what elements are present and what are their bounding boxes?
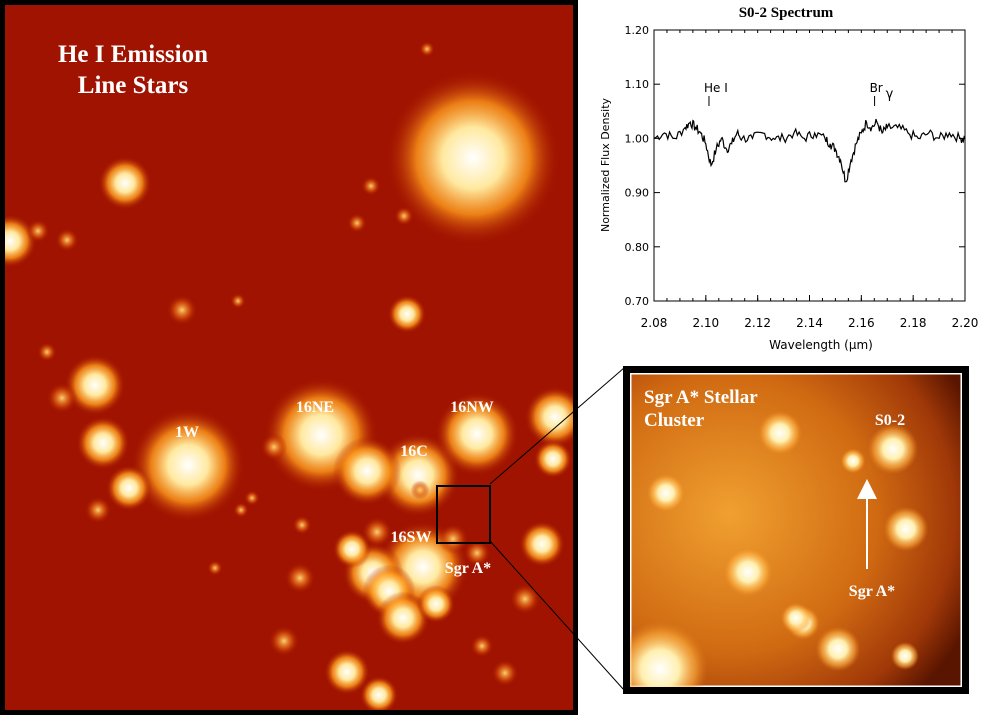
x-tick-label: 2.12 <box>744 316 771 330</box>
x-tick-label: 2.08 <box>641 316 668 330</box>
y-tick-label: 1.00 <box>625 132 650 145</box>
label-inset-sgr-a: Sgr A* <box>849 583 895 600</box>
main-title-line1: He I Emission <box>58 41 208 68</box>
x-tick-label: 2.14 <box>796 316 823 330</box>
annotation-label: He I <box>704 81 728 95</box>
x-tick-label: 2.16 <box>848 316 875 330</box>
y-tick-label: 1.20 <box>625 24 650 37</box>
x-axis-label: Wavelength (μm) <box>769 338 873 352</box>
inset-title-line2: Cluster <box>644 410 705 431</box>
annotation-subscript: γ <box>886 87 894 102</box>
he-emission-field-image: He I Emission Line Stars 1W 16NE 16NW 16… <box>5 5 573 710</box>
label-sgr-a: Sgr A* <box>445 560 491 577</box>
x-tick-label: 2.18 <box>900 316 927 330</box>
y-axis: 0.70 0.80 0.90 1.00 1.10 1.20 <box>625 24 966 308</box>
x-axis: 2.08 2.10 2.12 2.14 2.16 2.18 2.20 <box>641 30 979 330</box>
spectrum-series-line <box>654 119 965 182</box>
label-16c: 16C <box>400 443 428 460</box>
line-annotations: He I Br γ <box>704 81 894 106</box>
plot-frame <box>654 30 965 301</box>
label-s0-2: S0-2 <box>875 412 905 429</box>
y-tick-label: 1.10 <box>625 78 650 91</box>
spectrum-chart: S0-2 Spectrum 2.08 2.10 2.12 2.14 2.16 2.18 2.… <box>595 0 995 360</box>
x-tick-label: 2.10 <box>692 316 719 330</box>
main-image-panel: He I Emission Line Stars 1W 16NE 16NW 16… <box>0 0 578 715</box>
label-1w: 1W <box>175 424 199 441</box>
label-16nw: 16NW <box>450 399 494 416</box>
inset-title-line1: Sgr A* Stellar <box>644 387 758 408</box>
x-tick-label: 2.20 <box>952 316 979 330</box>
y-tick-label: 0.80 <box>625 241 650 254</box>
sgr-a-cluster-image: Sgr A* Stellar Cluster S0-2 Sgr A* <box>630 373 962 687</box>
y-tick-label: 0.70 <box>625 295 650 308</box>
label-16sw: 16SW <box>391 529 432 546</box>
chart-title: S0-2 Spectrum <box>739 5 834 21</box>
inset-image-panel: Sgr A* Stellar Cluster S0-2 Sgr A* <box>623 366 969 694</box>
annotation-label: Br <box>870 81 883 95</box>
spectrum-chart-svg: S0-2 Spectrum 2.08 2.10 2.12 2.14 2.16 2.18 2.… <box>595 0 995 360</box>
main-title-line2: Line Stars <box>78 72 189 99</box>
label-16ne: 16NE <box>296 399 334 416</box>
y-axis-label: Normalized Flux Density <box>599 97 612 232</box>
y-tick-label: 0.90 <box>625 187 650 200</box>
